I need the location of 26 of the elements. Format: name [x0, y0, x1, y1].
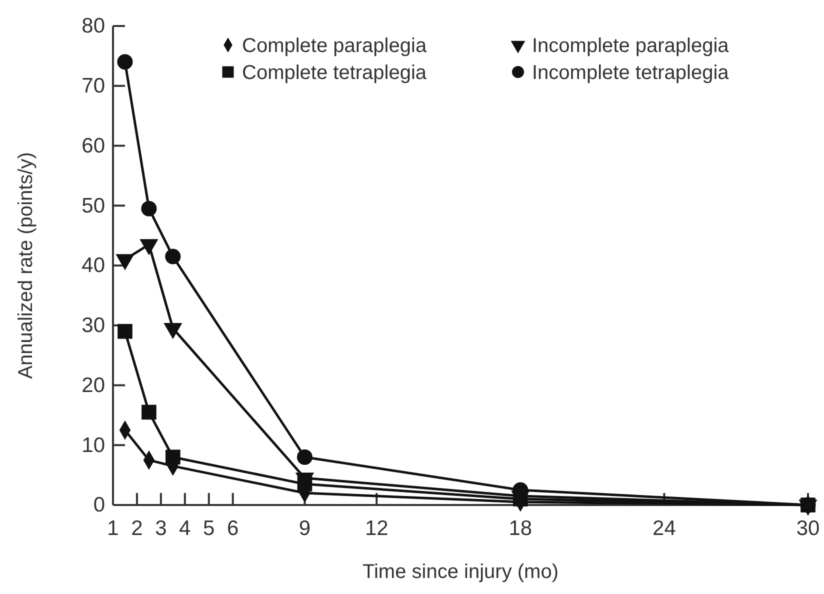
x-tick-label: 24 [652, 517, 676, 540]
y-tick-label: 50 [82, 194, 105, 218]
x-tick-label: 3 [155, 517, 167, 540]
y-tick-label: 80 [82, 14, 105, 38]
x-tick-label: 1 [107, 517, 119, 540]
x-tick-label: 6 [226, 517, 239, 540]
x-tick-label: 18 [508, 517, 532, 540]
x-tick-label: 30 [796, 517, 820, 540]
x-tick-label: 2 [131, 517, 143, 540]
y-tick-label: 10 [82, 434, 105, 457]
x-axis-title: Time since injury (mo) [362, 561, 558, 583]
y-tick-label: 60 [82, 134, 105, 158]
y-tick-label: 30 [82, 314, 105, 338]
x-tick-label: 9 [298, 517, 311, 540]
legend-label: Complete tetraplegia [242, 62, 428, 84]
legend-label: Complete paraplegia [242, 35, 428, 57]
legend-label: Incomplete tetraplegia [532, 62, 730, 84]
x-tick-label: 5 [203, 517, 215, 540]
y-tick-label: 20 [82, 374, 105, 397]
legend-label: Incomplete paraplegia [532, 35, 730, 57]
y-tick-label: 40 [82, 254, 105, 278]
x-tick-label: 12 [364, 517, 388, 540]
y-tick-label: 0 [93, 494, 105, 517]
x-tick-label: 4 [179, 517, 192, 540]
y-axis-title: Annualized rate (points/y) [15, 152, 37, 379]
y-tick-label: 70 [82, 74, 105, 98]
